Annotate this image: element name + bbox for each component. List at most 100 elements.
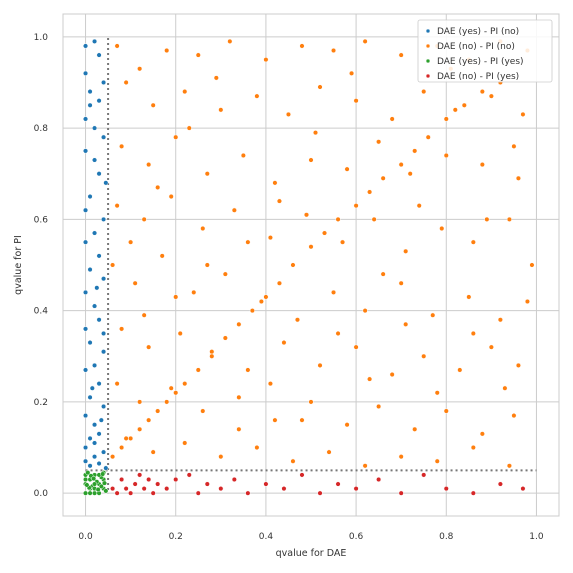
legend-marker (425, 28, 431, 34)
data-point (389, 116, 395, 122)
data-point (443, 152, 449, 159)
data-point (82, 326, 89, 332)
legend-entry: DAE (yes) - PI (no) (437, 27, 519, 37)
data-point (416, 203, 422, 209)
data-point (497, 317, 503, 323)
data-point (82, 444, 89, 451)
data-point (96, 460, 102, 467)
data-point (173, 134, 179, 140)
data-point (267, 381, 273, 387)
data-point (425, 134, 431, 140)
data-point (218, 107, 224, 113)
data-point (84, 482, 90, 488)
data-point (87, 89, 93, 95)
x-tick-label: 0.8 (439, 532, 454, 542)
data-point (529, 262, 535, 268)
x-axis-label: qvalue for DAE (276, 548, 347, 559)
data-point (82, 70, 89, 76)
data-point (317, 84, 323, 90)
y-tick-label: 0.8 (34, 124, 49, 134)
data-point (96, 381, 102, 387)
data-point (479, 162, 485, 168)
data-point (452, 107, 458, 113)
data-point (249, 308, 255, 314)
data-point (380, 271, 386, 277)
y-tick-label: 0.2 (34, 398, 48, 408)
data-point (82, 116, 89, 122)
data-point (123, 486, 129, 492)
plot-area (62, 13, 560, 517)
data-point (195, 52, 201, 58)
data-point (87, 102, 93, 108)
data-point (95, 486, 101, 493)
data-points (82, 38, 535, 496)
data-point (290, 458, 296, 464)
data-point (137, 399, 143, 405)
data-point (258, 298, 264, 305)
data-point (103, 465, 109, 471)
data-point (479, 89, 485, 95)
data-point (204, 262, 210, 268)
data-point (367, 376, 373, 382)
data-point (222, 271, 228, 277)
data-point (82, 413, 89, 419)
x-tick-label: 0.2 (169, 532, 183, 542)
data-point (218, 454, 224, 460)
data-point (110, 454, 116, 460)
data-point (479, 431, 485, 437)
data-point (87, 394, 93, 400)
data-point (150, 449, 156, 455)
data-point (245, 490, 251, 496)
data-point (389, 371, 395, 378)
threshold-lines (85, 38, 537, 494)
data-point (92, 157, 98, 163)
data-point (128, 239, 134, 245)
data-point (398, 280, 404, 286)
data-point (100, 471, 106, 477)
data-point (461, 102, 467, 108)
x-tick-label: 1.0 (529, 532, 544, 542)
legend-marker (425, 43, 431, 49)
series-0 (82, 38, 109, 471)
data-point (520, 486, 526, 492)
data-point (82, 148, 89, 154)
data-point (101, 134, 107, 140)
data-point (182, 381, 188, 387)
data-point (82, 43, 89, 49)
data-point (195, 490, 201, 496)
data-point (511, 413, 517, 419)
data-point (443, 116, 449, 122)
data-point (164, 486, 170, 492)
data-point (173, 390, 179, 396)
data-point (335, 330, 341, 337)
y-tick-label: 0.4 (34, 307, 49, 317)
data-point (484, 216, 490, 222)
data-point (209, 349, 215, 355)
data-point (96, 171, 102, 177)
data-point (92, 230, 98, 236)
data-point (403, 248, 409, 254)
data-point (110, 486, 116, 492)
data-point (330, 289, 337, 295)
data-point (263, 57, 269, 63)
y-tick-label: 0.6 (34, 215, 49, 225)
data-point (299, 417, 305, 423)
data-point (497, 481, 503, 487)
data-point (82, 207, 89, 213)
data-point (155, 408, 161, 414)
data-point (254, 444, 260, 451)
data-point (276, 198, 282, 204)
data-point (96, 317, 102, 323)
data-point (182, 440, 188, 446)
data-point (114, 490, 120, 496)
data-point (353, 344, 359, 350)
data-point (94, 285, 100, 291)
data-point (344, 422, 350, 428)
data-point (281, 340, 287, 346)
data-point (421, 472, 427, 478)
data-point (344, 166, 350, 172)
legend-box (417, 19, 553, 83)
data-point (82, 239, 89, 245)
data-point (164, 47, 170, 54)
